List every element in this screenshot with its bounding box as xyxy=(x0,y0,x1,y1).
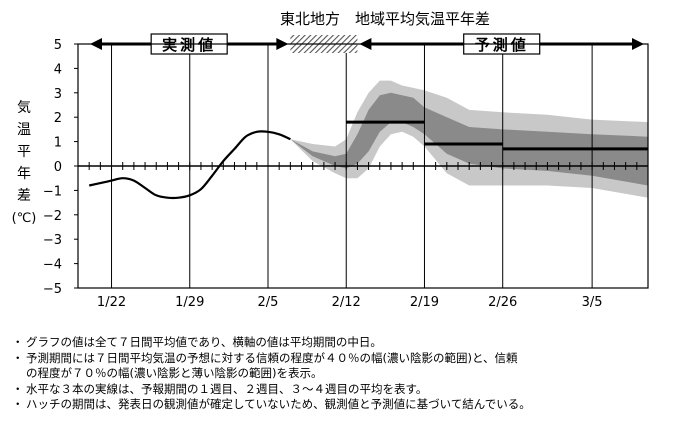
y-tick-label: −5 xyxy=(43,282,62,297)
y-axis-label-unit: (℃) xyxy=(12,211,37,226)
y-tick-label: 4 xyxy=(54,62,62,77)
y-axis-label-char-4: 年 xyxy=(17,166,31,182)
y-tick-label: 1 xyxy=(54,136,62,151)
chart-title: 東北地方 地域平均気温平年差 xyxy=(280,10,490,28)
observed-line xyxy=(88,130,291,200)
series-lines xyxy=(88,120,648,200)
note-2-continued: の程度が７０％の幅(濃い陰影と薄い陰影の範囲)を表示。 xyxy=(26,366,323,380)
temperature-anomaly-chart: 東北地方 地域平均気温平年差 気 温 平 年 差 (℃) 実測値 予測値 5 4 3 2… xyxy=(12,10,649,310)
x-tick-label: 1/22 xyxy=(97,295,126,310)
y-tick-label: 2 xyxy=(54,111,62,126)
note-3: ・水平な３本の実線は、予報期間の１週目、２週目、３～４週目の平均を表す。 xyxy=(12,381,428,396)
note-bullet: ・ xyxy=(12,335,24,349)
note-1: ・グラフの値は全て７日間平均値であり、横軸の値は平均期間の中日。 xyxy=(12,335,382,349)
y-tick-label: −1 xyxy=(43,184,62,199)
chart-notes: ・グラフの値は全て７日間平均値であり、横軸の値は平均期間の中日。 ・予測期間には… xyxy=(10,335,694,413)
y-axis-label-char-3: 平 xyxy=(17,144,31,160)
x-tick-label: 3/5 xyxy=(582,295,603,310)
y-axis-label-char-5: 差 xyxy=(17,188,31,204)
note-bullet: ・ xyxy=(12,350,24,365)
y-tick-label: 3 xyxy=(54,87,62,102)
y-axis-label-char-2: 温 xyxy=(17,122,31,138)
y-tick-label: 0 xyxy=(54,160,62,175)
x-tick-label: 2/5 xyxy=(258,295,279,310)
x-tick-labels: 1/22 1/29 2/5 2/12 2/19 2/26 3/5 xyxy=(97,295,603,310)
x-tick-label: 2/26 xyxy=(488,295,517,310)
x-tick-label: 2/19 xyxy=(410,295,439,310)
x-tick-label: 1/29 xyxy=(175,295,204,310)
y-axis-label-char-1: 気 xyxy=(17,100,31,116)
note-2: ・予測期間には７日間平均気温の予想に対する信頼の程度が４０％の幅(濃い陰影の範囲… xyxy=(12,350,518,365)
x-tick-label: 2/12 xyxy=(332,295,361,310)
y-tick-label: −2 xyxy=(43,209,62,224)
forecast-period-arrow-label: 予測値 xyxy=(475,36,529,54)
y-tick-label: 5 xyxy=(54,38,62,53)
y-tick-labels: 5 4 3 2 1 0 −1 −2 −3 −4 −5 xyxy=(43,38,78,297)
confidence-bands xyxy=(290,80,648,198)
y-axis-label: 気 温 平 年 差 (℃) xyxy=(12,100,37,226)
note-bullet: ・ xyxy=(12,397,24,411)
zero-line xyxy=(78,162,648,170)
note-bullet: ・ xyxy=(12,381,24,396)
y-tick-label: −4 xyxy=(43,258,62,273)
y-tick-label: −3 xyxy=(43,233,62,248)
observed-period-arrow-label: 実測値 xyxy=(162,36,216,54)
note-4: ・ハッチの期間は、発表日の観測値が確定していないため、観測値と予測値に基づいて結… xyxy=(12,397,531,411)
